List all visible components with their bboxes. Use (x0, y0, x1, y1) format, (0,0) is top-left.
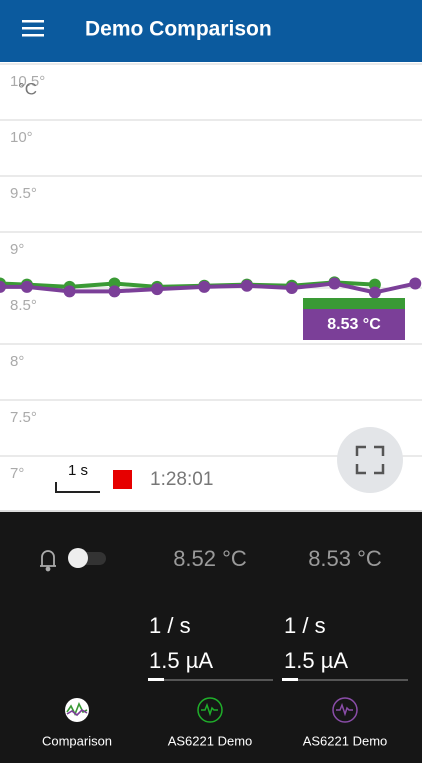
alarm-toggle[interactable] (68, 548, 106, 568)
point (240, 279, 253, 292)
app-title: Demo Comparison (85, 18, 272, 41)
y-tick-label: 10.5° (10, 73, 45, 90)
reading: 8.53 °C (308, 546, 382, 571)
nav-icon[interactable] (197, 697, 223, 723)
sample-rate[interactable]: 1 / s (149, 613, 191, 638)
point (368, 286, 381, 299)
readout-box (303, 309, 405, 340)
y-tick-label: 10° (10, 129, 33, 146)
y-unit: °C (18, 79, 37, 98)
time-scale-bar (55, 482, 100, 493)
point (0, 280, 6, 293)
point (108, 285, 121, 298)
slider[interactable] (282, 678, 408, 681)
app-bar (0, 0, 422, 62)
nav-label[interactable]: AS6221 Demo (168, 733, 253, 748)
y-tick-label: 7° (10, 465, 24, 482)
point (20, 280, 33, 293)
y-tick-label: 7.5° (10, 409, 37, 426)
nav-icon[interactable] (65, 698, 89, 722)
point (409, 277, 422, 290)
current[interactable]: 1.5 µA (284, 648, 348, 673)
readout-green (303, 298, 405, 309)
y-tick-label: 8.5° (10, 297, 37, 314)
readout: 8.53 °C (327, 316, 381, 333)
point (151, 283, 164, 296)
time-scale: 1 s (68, 462, 88, 479)
nav-label[interactable]: AS6221 Demo (303, 733, 388, 748)
elapsed-time: 1:28:01 (150, 469, 213, 490)
point (198, 280, 211, 293)
y-tick-label: 9° (10, 241, 24, 258)
slider[interactable] (148, 678, 273, 681)
menu-button[interactable] (22, 20, 44, 37)
nav-icon[interactable] (332, 697, 358, 723)
y-tick-label: 8° (10, 353, 24, 370)
point (63, 285, 76, 298)
y-tick-label: 9.5° (10, 185, 37, 202)
fullscreen-button[interactable] (337, 427, 403, 493)
current[interactable]: 1.5 µA (149, 648, 213, 673)
point (285, 282, 298, 294)
sample-rate[interactable]: 1 / s (284, 613, 326, 638)
alarm-icon (40, 550, 56, 572)
record-stop[interactable] (113, 470, 132, 489)
nav-label[interactable]: Comparison (42, 733, 112, 748)
reading: 8.52 °C (173, 546, 247, 571)
point (328, 277, 341, 290)
